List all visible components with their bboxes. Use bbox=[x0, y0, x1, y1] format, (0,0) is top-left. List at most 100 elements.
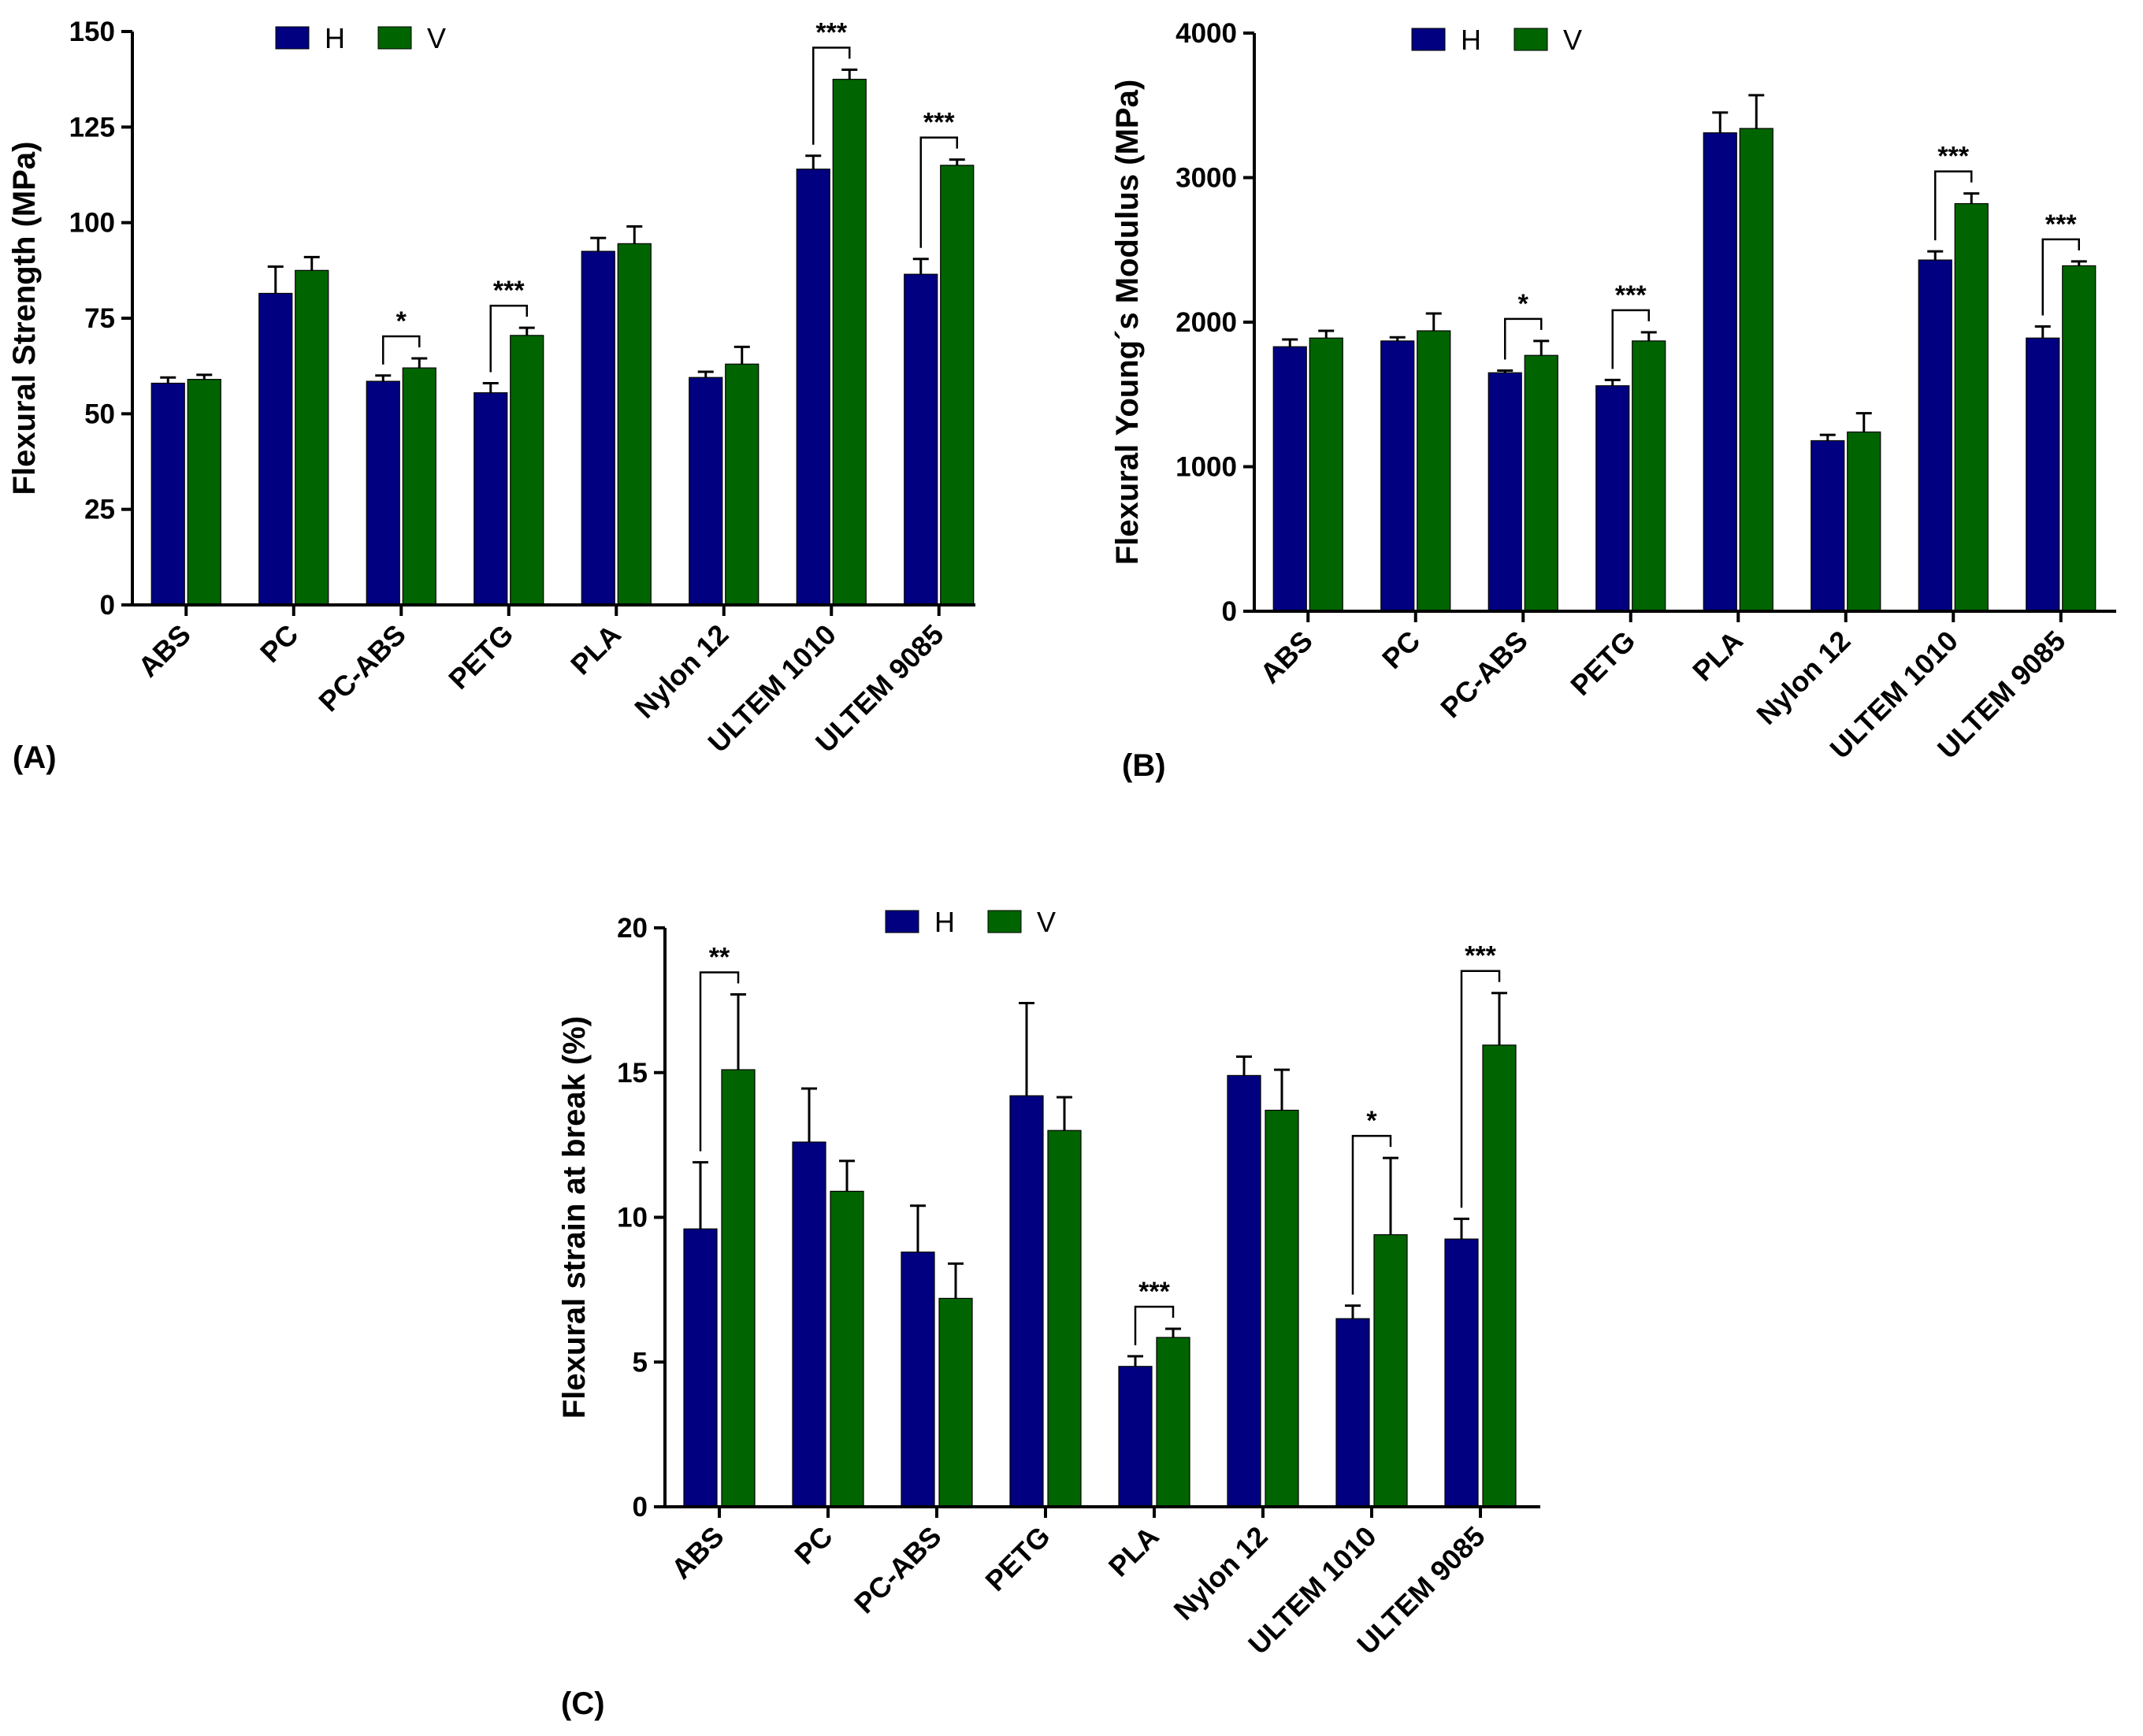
bar-H-Nylon 12 bbox=[1227, 1074, 1261, 1508]
bar-V-PLA bbox=[1739, 128, 1773, 612]
bar-H-PLA bbox=[1118, 1366, 1153, 1508]
bar-V-Nylon 12 bbox=[725, 363, 760, 606]
panel-label: (C) bbox=[561, 1686, 605, 1721]
bar-V-PETG bbox=[510, 335, 544, 606]
bar-V-PC bbox=[1417, 330, 1451, 612]
y-tick-label: 0 bbox=[1222, 596, 1237, 627]
y-tick-label: 75 bbox=[84, 303, 115, 334]
significance-label: *** bbox=[1138, 1277, 1170, 1307]
significance-bracket bbox=[699, 971, 740, 1152]
x-tick-label-Nylon 12: Nylon 12 bbox=[628, 618, 734, 725]
bar-H-ABS bbox=[150, 382, 185, 606]
y-tick-label: 1000 bbox=[1175, 452, 1237, 483]
significance-bracket bbox=[489, 304, 528, 373]
legend-swatch-V bbox=[987, 910, 1022, 933]
significance-bracket bbox=[382, 335, 421, 365]
bar-H-PC bbox=[1380, 340, 1415, 612]
x-tick-label-ABS: ABS bbox=[665, 1520, 730, 1586]
bar-V-ULTEM 1010 bbox=[1954, 202, 1989, 612]
y-tick-label: 150 bbox=[69, 17, 115, 47]
x-tick-label-PC-ABS: PC-ABS bbox=[848, 1520, 948, 1620]
legend-label-V: V bbox=[427, 22, 446, 54]
y-axis-title: Flexural Young´s Modulus (MPa) bbox=[1110, 80, 1145, 565]
y-tick-label: 25 bbox=[84, 495, 115, 525]
bar-V-PETG bbox=[1632, 340, 1666, 612]
bar-H-PLA bbox=[581, 250, 615, 606]
legend-label-H: H bbox=[325, 22, 345, 54]
y-tick-label: 50 bbox=[84, 399, 115, 429]
bar-H-ULTEM 9085 bbox=[2026, 337, 2060, 612]
bar-V-PC-ABS bbox=[402, 367, 436, 606]
bar-V-Nylon 12 bbox=[1847, 431, 1881, 612]
y-axis-title: Flexural Strength (MPa) bbox=[7, 142, 42, 495]
legend-label-V: V bbox=[1037, 906, 1056, 938]
bar-V-ABS bbox=[1309, 337, 1343, 612]
bar-H-PC-ABS bbox=[1487, 372, 1522, 612]
panel-label: (A) bbox=[13, 740, 57, 775]
y-tick-label: 10 bbox=[617, 1203, 648, 1233]
significance-label: * bbox=[396, 306, 407, 336]
bar-H-PETG bbox=[1595, 385, 1630, 612]
x-tick-label-ABS: ABS bbox=[132, 618, 197, 684]
significance-label: *** bbox=[923, 108, 955, 138]
x-tick-label-Nylon 12: Nylon 12 bbox=[1168, 1520, 1274, 1627]
legend-swatch-H bbox=[885, 910, 919, 933]
legend-label-H: H bbox=[1461, 24, 1481, 56]
legend-label-H: H bbox=[934, 906, 955, 938]
y-tick-label: 4000 bbox=[1175, 18, 1237, 49]
bar-H-ABS bbox=[683, 1228, 718, 1508]
bar-V-ABS bbox=[187, 379, 221, 606]
bar-V-ULTEM 1010 bbox=[1373, 1233, 1408, 1508]
x-tick-label-ABS: ABS bbox=[1253, 625, 1319, 690]
bar-V-PC bbox=[295, 269, 329, 606]
x-tick-label-PC-ABS: PC-ABS bbox=[312, 618, 412, 718]
legend-swatch-H bbox=[1411, 28, 1446, 51]
panel-label: (B) bbox=[1122, 748, 1166, 783]
significance-label: *** bbox=[493, 276, 525, 306]
bar-H-ULTEM 9085 bbox=[1444, 1238, 1479, 1508]
significance-bracket bbox=[1611, 309, 1650, 369]
significance-bracket bbox=[1134, 1305, 1175, 1345]
significance-label: * bbox=[1366, 1106, 1377, 1136]
bar-V-PLA bbox=[1156, 1337, 1190, 1508]
legend-swatch-V bbox=[1513, 28, 1548, 51]
y-tick-label: 100 bbox=[69, 208, 115, 239]
significance-label: *** bbox=[1465, 941, 1496, 971]
significance-label: *** bbox=[1615, 280, 1647, 310]
bar-H-ABS bbox=[1272, 346, 1307, 612]
bar-H-ULTEM 1010 bbox=[1335, 1318, 1370, 1508]
x-tick-label-PLA: PLA bbox=[1102, 1520, 1165, 1583]
significance-bracket bbox=[1934, 170, 1973, 241]
bar-V-ULTEM 9085 bbox=[940, 165, 975, 606]
bar-V-PC bbox=[830, 1190, 864, 1508]
y-tick-label: 2000 bbox=[1175, 307, 1237, 338]
bar-V-PLA bbox=[617, 243, 652, 606]
y-tick-label: 125 bbox=[69, 112, 115, 143]
significance-label: * bbox=[1518, 289, 1529, 319]
significance-label: *** bbox=[815, 18, 847, 48]
significance-bracket bbox=[919, 136, 958, 248]
x-tick-label-PC: PC bbox=[788, 1520, 838, 1571]
significance-bracket bbox=[1504, 317, 1543, 360]
bar-H-PC-ABS bbox=[366, 380, 400, 606]
x-tick-label-PETG: PETG bbox=[979, 1520, 1056, 1597]
bar-H-PC bbox=[258, 292, 293, 606]
x-tick-label-PETG: PETG bbox=[1564, 625, 1641, 702]
bar-V-PETG bbox=[1047, 1130, 1082, 1508]
bar-H-PETG bbox=[474, 392, 508, 606]
legend-swatch-H bbox=[275, 26, 310, 50]
bar-H-ULTEM 1010 bbox=[796, 169, 830, 606]
significance-label: *** bbox=[1937, 142, 1969, 172]
significance-bracket bbox=[812, 46, 851, 145]
bar-H-Nylon 12 bbox=[1811, 440, 1845, 612]
x-tick-label-PLA: PLA bbox=[564, 618, 627, 681]
bar-H-PC-ABS bbox=[901, 1251, 935, 1508]
bar-V-PC-ABS bbox=[938, 1297, 973, 1508]
significance-label: ** bbox=[709, 943, 730, 973]
bar-H-PC bbox=[792, 1141, 826, 1508]
bar-V-PC-ABS bbox=[1524, 354, 1558, 612]
